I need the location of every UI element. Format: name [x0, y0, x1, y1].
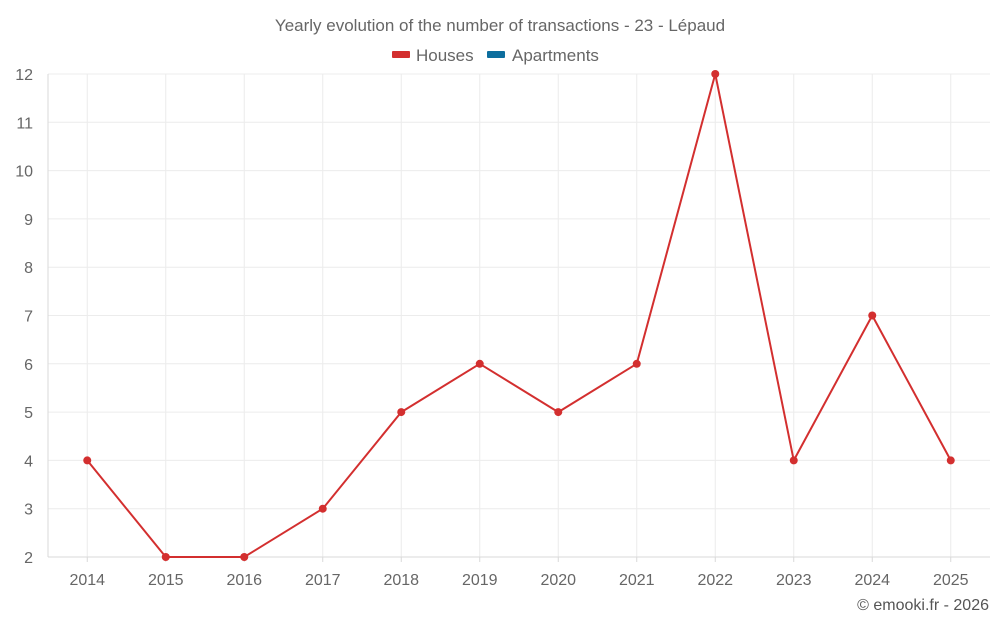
- data-point[interactable]: [318, 504, 327, 513]
- data-point[interactable]: [161, 553, 170, 561]
- x-tick-label: 2014: [69, 572, 105, 589]
- y-tick-label: 4: [24, 453, 33, 470]
- x-tick-label: 2024: [854, 572, 890, 589]
- x-tick-label: 2018: [383, 572, 419, 589]
- x-tick-label: 2022: [697, 572, 733, 589]
- chart-title: Yearly evolution of the number of transa…: [275, 16, 725, 35]
- y-tick-label: 6: [24, 357, 33, 374]
- legend-item-apartments[interactable]: Apartments: [487, 46, 599, 65]
- data-point[interactable]: [789, 456, 798, 465]
- y-tick-label: 8: [24, 260, 33, 277]
- y-tick-label: 3: [24, 502, 33, 519]
- y-tick-label: 2: [24, 550, 33, 567]
- x-tick-label: 2019: [462, 572, 498, 589]
- y-tick-label: 11: [16, 115, 33, 132]
- x-tick-label: 2023: [776, 572, 812, 589]
- data-point[interactable]: [632, 359, 641, 368]
- data-point[interactable]: [475, 359, 484, 368]
- x-tick-label: 2017: [305, 572, 341, 589]
- data-point[interactable]: [711, 70, 720, 78]
- x-tick-label: 2015: [148, 572, 184, 589]
- data-point[interactable]: [946, 456, 955, 465]
- y-tick-label: 7: [24, 309, 33, 326]
- data-point[interactable]: [397, 408, 406, 417]
- y-tick-label: 12: [15, 67, 33, 84]
- legend-item-houses[interactable]: Houses: [392, 46, 474, 65]
- data-point[interactable]: [554, 408, 563, 417]
- axes: 2 3 4 5 6 7 8 9 10 11 12 2014 2015 2016 2017 2018 2019 20…: [15, 67, 990, 589]
- legend-swatch-apartments: [487, 51, 505, 58]
- series-houses: [83, 70, 955, 561]
- grid: [48, 73, 990, 558]
- legend-label-houses: Houses: [416, 46, 474, 65]
- data-point[interactable]: [868, 311, 877, 320]
- y-tick-label: 9: [24, 212, 33, 229]
- legend: Houses Apartments: [392, 46, 599, 65]
- legend-label-apartments: Apartments: [512, 46, 599, 65]
- x-tick-label: 2020: [540, 572, 576, 589]
- y-tick-label: 5: [24, 405, 33, 422]
- series-line: [86, 73, 952, 558]
- data-point[interactable]: [240, 553, 249, 561]
- y-tick-label: 10: [15, 164, 33, 181]
- x-tick-label: 2021: [619, 572, 655, 589]
- legend-swatch-houses: [392, 51, 410, 58]
- x-tick-label: 2025: [933, 572, 969, 589]
- data-point[interactable]: [83, 456, 92, 465]
- x-tick-label: 2016: [226, 572, 262, 589]
- credit-text: © emooki.fr - 2026: [857, 597, 989, 614]
